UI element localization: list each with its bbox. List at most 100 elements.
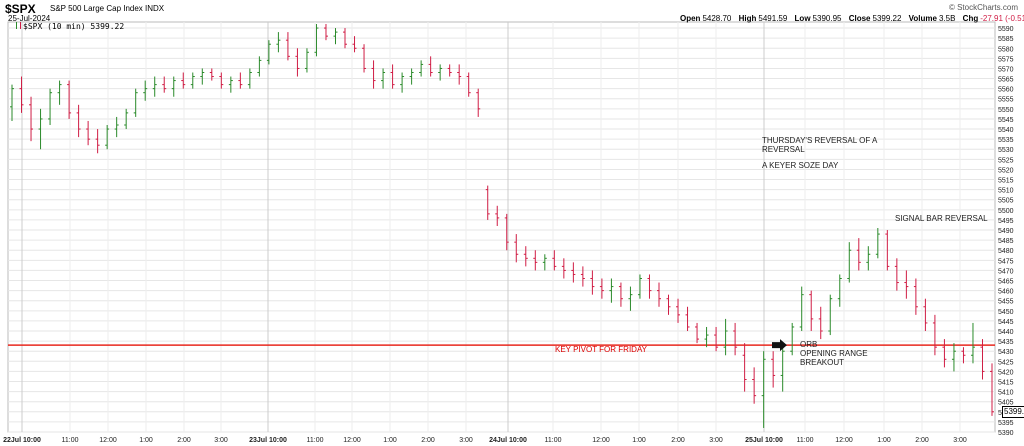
ohlc-bar xyxy=(837,274,842,307)
y-tick-label: 5450 xyxy=(998,309,1014,316)
y-tick-label: 5550 xyxy=(998,107,1014,114)
ohlc-bar xyxy=(124,108,129,130)
ohlc-bar xyxy=(970,322,975,364)
ohlc-bar xyxy=(980,339,985,380)
x-tick-label: 3:00 xyxy=(709,437,723,444)
ohlc-bar xyxy=(647,274,652,299)
ohlc-bar xyxy=(48,88,53,126)
ohlc-bar xyxy=(38,108,43,150)
x-tick-label: 3:00 xyxy=(953,437,967,444)
ohlc-bar xyxy=(923,298,928,332)
ohlc-bar xyxy=(590,270,595,295)
x-tick-label: 3:00 xyxy=(459,437,473,444)
ohlc-bar xyxy=(67,80,72,119)
x-tick-label: 23Jul 10:00 xyxy=(249,437,287,444)
symbol-description: S&P 500 Large Cap Index INDX xyxy=(50,4,165,13)
ohlc-bar xyxy=(676,298,681,323)
ohlc-bar xyxy=(466,72,471,97)
ohlc-bar xyxy=(19,76,24,113)
ohlc-bar xyxy=(885,230,890,271)
ohlc-bar xyxy=(942,339,947,368)
ohlc-bar xyxy=(266,40,271,65)
ohlc-bar xyxy=(495,205,500,226)
ohlc-bar xyxy=(913,278,918,315)
ohlc-bar xyxy=(666,294,671,315)
ohlc-bar xyxy=(818,306,823,340)
ohlc-bar xyxy=(295,48,300,77)
ohlc-bar xyxy=(761,351,766,428)
ohlc-bar xyxy=(561,258,566,279)
ohlc-bar xyxy=(571,262,576,283)
close-label: Close xyxy=(848,14,871,23)
ohlc-bar xyxy=(799,286,804,332)
y-tick-label: 5485 xyxy=(998,238,1014,245)
open-label: Open xyxy=(680,14,701,23)
y-tick-label: 5520 xyxy=(998,167,1014,174)
x-tick-label: 12:00 xyxy=(592,437,610,444)
ohlc-bar xyxy=(628,286,633,311)
chg-label: Chg xyxy=(962,14,979,23)
x-tick-label: 3:00 xyxy=(214,437,228,444)
last-price-marker: 5399.22 xyxy=(1002,406,1024,418)
ohlc-bar xyxy=(381,68,386,89)
y-tick-label: 5480 xyxy=(998,248,1014,255)
ohlc-bar xyxy=(247,68,252,89)
ohlc-bar xyxy=(780,343,785,392)
ohlc-bar xyxy=(656,282,661,307)
ohlc-bar xyxy=(438,64,443,81)
ohlc-bar xyxy=(504,213,509,251)
low-value: 5390.95 xyxy=(812,14,842,23)
y-tick-label: 5560 xyxy=(998,87,1014,94)
ohlc-bar xyxy=(162,76,167,93)
ohlc-bar xyxy=(76,104,81,138)
ohlc-bar xyxy=(599,278,604,299)
y-tick-label: 5395 xyxy=(998,420,1014,427)
x-tick-label: 12:00 xyxy=(835,437,853,444)
ohlc-bar xyxy=(742,343,747,392)
y-tick-label: 5590 xyxy=(998,26,1014,33)
ohlc-bar xyxy=(10,84,14,121)
orb-arrow-icon xyxy=(772,339,787,352)
y-tick-label: 5465 xyxy=(998,279,1014,286)
ohlc-bar xyxy=(57,80,62,105)
y-tick-label: 5460 xyxy=(998,289,1014,296)
ohlc-bar xyxy=(190,72,195,89)
ohlc-bar xyxy=(533,250,538,271)
y-tick-label: 5505 xyxy=(998,198,1014,205)
ohlc-bar xyxy=(276,32,281,53)
annotation-reversal-line2: REVERSAL xyxy=(762,145,805,154)
ohlc-bar xyxy=(476,88,481,117)
y-tick-label: 5530 xyxy=(998,147,1014,154)
ohlc-bar xyxy=(86,120,91,146)
close-value: 5399.22 xyxy=(872,14,902,23)
x-tick-label: 11:00 xyxy=(307,437,324,444)
ohlc-bar xyxy=(219,72,224,89)
y-tick-label: 5410 xyxy=(998,390,1014,397)
y-tick-label: 5510 xyxy=(998,188,1014,195)
annotation-reversal-line1: THURSDAY'S REVERSAL OF A xyxy=(762,136,878,145)
x-tick-label: 12:00 xyxy=(343,437,361,444)
y-tick-label: 5425 xyxy=(998,359,1014,366)
y-tick-label: 5455 xyxy=(998,299,1014,306)
ohlc-bar xyxy=(285,32,290,61)
ohlc-bar xyxy=(609,278,614,303)
ohlc-bar xyxy=(133,88,138,117)
ohlc-bar xyxy=(314,24,319,57)
ohlc-bar xyxy=(419,60,424,77)
ohlc-bar xyxy=(951,343,956,372)
x-tick-label: 2:00 xyxy=(915,437,929,444)
ohlc-bar xyxy=(390,64,395,89)
ohlc-bar xyxy=(200,68,205,85)
high-value: 5491.59 xyxy=(758,14,788,23)
x-tick-label: 11:00 xyxy=(545,437,562,444)
annotation-signal-bar: SIGNAL BAR REVERSAL xyxy=(895,214,988,223)
ohlc-bar xyxy=(304,48,309,73)
y-tick-label: 5515 xyxy=(998,178,1014,185)
y-tick-label: 5545 xyxy=(998,117,1014,124)
volume-value: 3.5B xyxy=(938,14,956,23)
ohlc-bar xyxy=(894,258,899,291)
x-tick-label: 1:00 xyxy=(877,437,891,444)
low-label: Low xyxy=(794,14,811,23)
ohlc-bar xyxy=(790,322,795,356)
